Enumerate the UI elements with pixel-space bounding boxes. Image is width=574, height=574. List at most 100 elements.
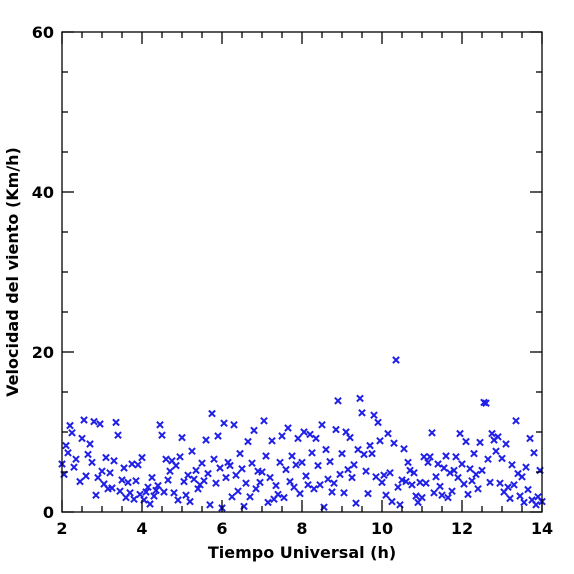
data-point: [202, 436, 210, 444]
data-point: [106, 468, 114, 477]
data-point: [274, 490, 282, 499]
data-point: [406, 466, 414, 475]
data-point: [518, 472, 526, 481]
data-point: [94, 473, 102, 482]
data-point: [78, 434, 86, 443]
data-point: [510, 480, 518, 489]
data-point: [464, 490, 472, 499]
data-point: [276, 458, 284, 467]
data-point: [300, 428, 308, 436]
data-point: [324, 475, 332, 484]
data-point: [496, 479, 504, 488]
data-point: [170, 488, 178, 497]
data-point: [428, 428, 436, 437]
data-point: [326, 457, 334, 466]
data-point: [308, 448, 316, 457]
data-point: [262, 452, 270, 460]
data-points: [58, 356, 546, 512]
data-point: [314, 461, 322, 470]
x-tick-label: 10: [371, 519, 393, 538]
data-point: [128, 460, 136, 468]
data-point: [208, 409, 216, 418]
data-point: [380, 471, 388, 480]
data-point: [344, 465, 352, 474]
data-point: [472, 470, 480, 479]
y-tick-labels: 0 20 40 60: [32, 23, 54, 522]
x-tick-labels: 2 4 6 8 10 12 14: [56, 519, 553, 538]
y-axis-label: Velocidad del viento (Km/h): [3, 147, 22, 397]
data-point: [82, 472, 90, 480]
data-point: [330, 479, 338, 488]
data-point: [146, 500, 154, 508]
data-point: [294, 434, 302, 443]
data-point: [440, 464, 448, 472]
data-point: [492, 447, 500, 456]
data-point: [470, 449, 478, 458]
data-point: [532, 500, 540, 509]
data-point: [362, 467, 370, 476]
x-tick-label: 12: [451, 519, 473, 538]
data-point: [234, 487, 242, 496]
data-point: [154, 481, 162, 490]
data-point: [116, 487, 124, 496]
data-point: [64, 448, 72, 457]
data-point: [260, 416, 268, 425]
data-point: [156, 420, 164, 429]
data-point: [402, 477, 410, 486]
data-point: [182, 491, 190, 500]
data-point: [358, 408, 366, 417]
data-point: [198, 459, 206, 468]
data-point: [70, 463, 78, 472]
data-point: [268, 436, 276, 445]
data-point: [220, 419, 228, 428]
y-tick-label: 20: [32, 343, 54, 362]
data-point: [486, 478, 494, 487]
data-point: [134, 460, 142, 469]
data-point: [494, 432, 502, 441]
data-point: [498, 454, 506, 463]
data-point: [484, 455, 492, 464]
data-point: [368, 449, 376, 458]
data-point: [174, 496, 182, 504]
x-tick-label: 8: [296, 519, 307, 538]
data-point: [376, 436, 384, 445]
data-point: [322, 445, 330, 454]
data-point: [408, 480, 416, 489]
data-point: [164, 476, 172, 484]
data-point: [384, 429, 392, 438]
data-point: [206, 500, 214, 509]
data-point: [102, 453, 110, 462]
data-point: [142, 488, 150, 496]
data-point: [432, 472, 440, 481]
data-point: [430, 488, 438, 497]
data-point: [72, 455, 80, 464]
data-point: [352, 499, 360, 508]
data-point: [420, 452, 428, 461]
data-point: [88, 458, 96, 467]
data-point: [120, 464, 128, 472]
data-point: [266, 473, 274, 482]
data-point: [426, 452, 434, 461]
data-point: [356, 394, 364, 403]
data-point: [506, 494, 514, 503]
data-point: [412, 492, 420, 500]
data-point: [286, 477, 294, 486]
data-point: [280, 493, 288, 502]
data-point: [450, 466, 458, 475]
data-point: [456, 429, 464, 438]
data-point: [214, 432, 222, 440]
data-point: [252, 484, 260, 493]
y-tick-label: 60: [32, 23, 54, 42]
data-point: [442, 452, 450, 460]
data-point: [468, 476, 476, 485]
data-point: [108, 484, 116, 492]
data-point: [250, 426, 258, 435]
data-point: [360, 450, 368, 459]
data-point: [448, 487, 456, 496]
x-tick-label: 2: [56, 519, 67, 538]
data-point: [350, 460, 358, 469]
data-point: [166, 467, 174, 476]
data-point: [192, 466, 200, 475]
data-point: [244, 437, 252, 446]
